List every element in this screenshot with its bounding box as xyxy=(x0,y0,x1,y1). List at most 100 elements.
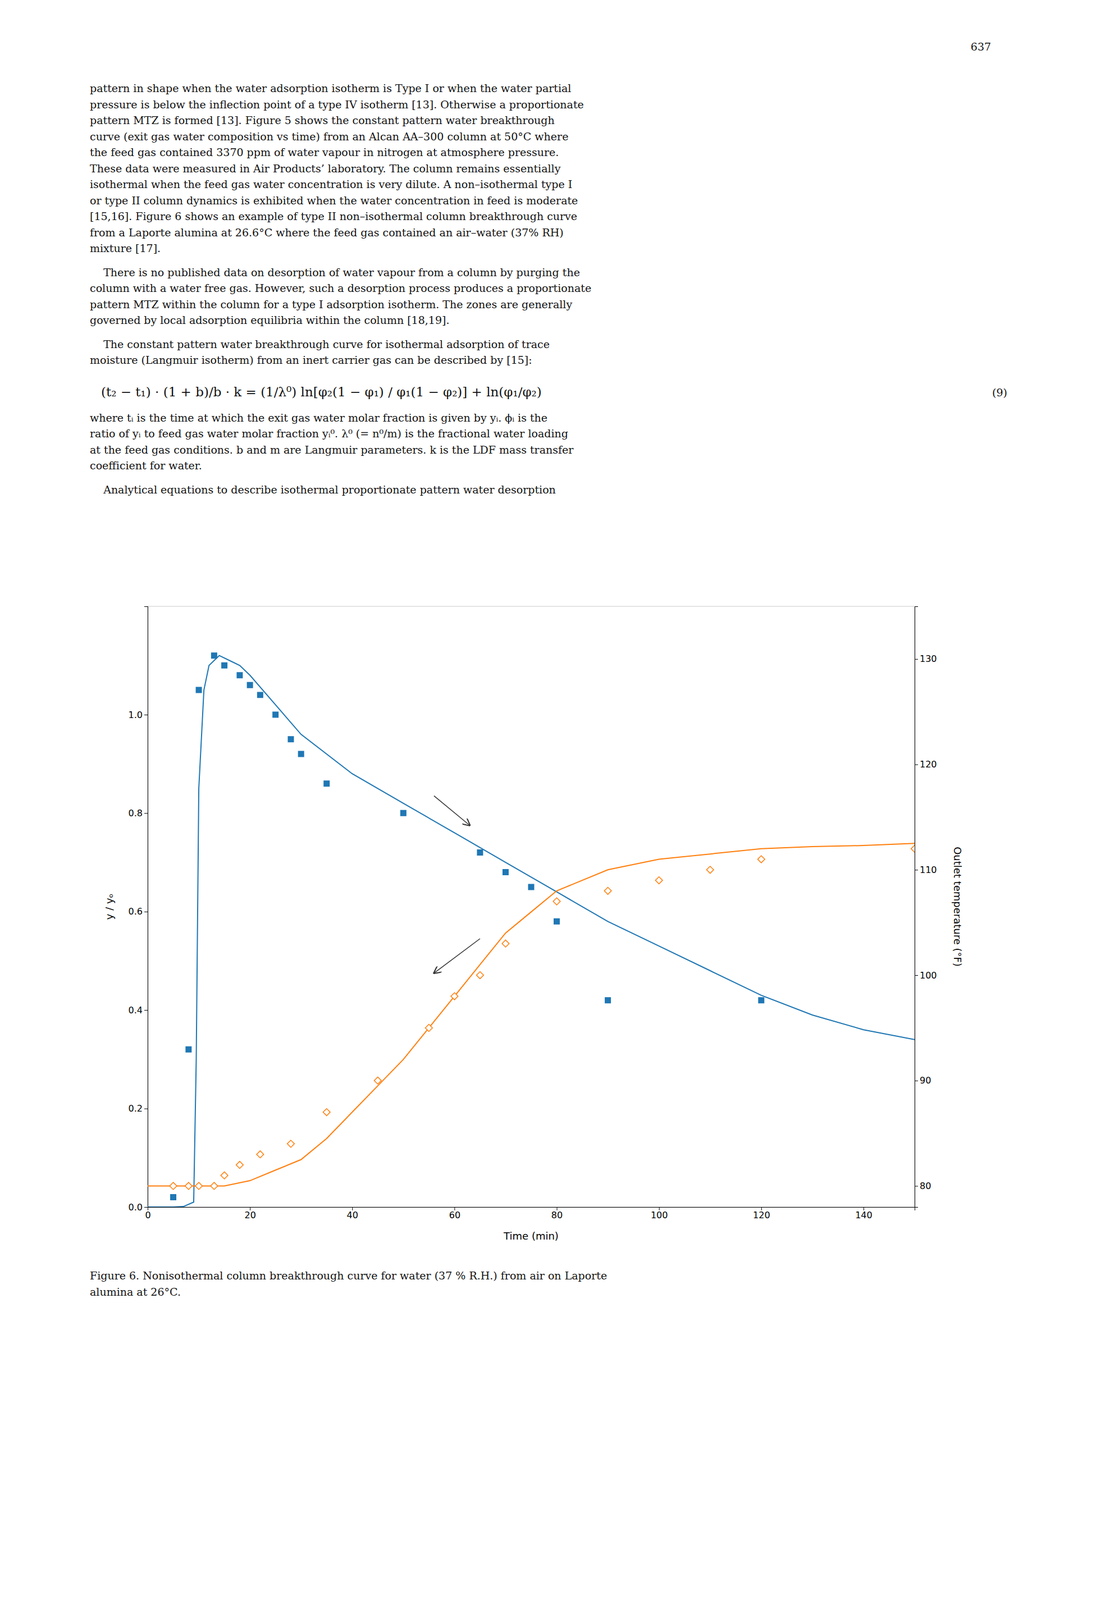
tick-mark xyxy=(914,869,919,871)
tick: 140 xyxy=(855,1207,873,1221)
diamond-marker xyxy=(911,845,915,853)
square-marker xyxy=(288,736,294,742)
tick: 0.6 xyxy=(128,906,148,917)
square-marker xyxy=(185,1047,191,1053)
square-marker xyxy=(170,1194,176,1200)
equation-number: (9) xyxy=(992,386,1008,399)
diamond-marker xyxy=(236,1161,244,1169)
diamond-marker xyxy=(169,1182,177,1190)
paragraph: pattern in shape when the water adsorpti… xyxy=(89,81,584,255)
diamond-marker xyxy=(757,855,765,863)
square-marker xyxy=(477,850,483,856)
tick-mark xyxy=(144,1108,148,1110)
diamond-marker xyxy=(425,1024,433,1032)
tick-label: 0.4 xyxy=(128,1005,143,1016)
tick: 90 xyxy=(914,1075,931,1086)
diamond-marker xyxy=(322,1108,331,1117)
tick: 0.2 xyxy=(128,1103,148,1114)
y2-axis-title: Outlet temperature (°F) xyxy=(951,846,964,967)
tick: 120 xyxy=(752,1207,771,1221)
tick-label: 80 xyxy=(919,1180,931,1192)
equation: (t₂ − t₁) · (1 + b)/b · k = (1/λ⁰) ln[φ₂… xyxy=(101,384,542,400)
y-axis: 0.00.20.40.60.81.0 xyxy=(128,606,149,1213)
tick: 60 xyxy=(449,1207,461,1221)
tick-label: 140 xyxy=(855,1209,873,1221)
square-marker xyxy=(323,781,330,787)
tick-label: 120 xyxy=(919,759,938,770)
diamond-marker xyxy=(195,1182,203,1190)
square-marker xyxy=(211,652,217,659)
axis-line xyxy=(148,1207,916,1212)
tick: 0.0 xyxy=(128,1202,148,1213)
tick-label: 130 xyxy=(919,653,938,665)
diamond-marker xyxy=(450,992,459,1000)
diamond-marker xyxy=(706,866,714,874)
y-axis-title: y / yₒ xyxy=(103,893,116,920)
tick-label: 0.6 xyxy=(128,906,143,917)
tick-label: 0.2 xyxy=(128,1103,143,1114)
tick-mark xyxy=(914,975,919,976)
square-marker xyxy=(247,682,253,688)
paragraph: Analytical equations to describe isother… xyxy=(89,483,556,496)
paragraph: The constant pattern water breakthrough … xyxy=(89,338,550,367)
tick-label: 60 xyxy=(449,1209,461,1221)
diamond-marker xyxy=(210,1182,218,1190)
tick-mark xyxy=(914,659,919,660)
square-marker xyxy=(400,810,406,816)
tick-label: 90 xyxy=(919,1075,931,1086)
tick-mark xyxy=(144,1010,148,1011)
tick: 40 xyxy=(346,1207,359,1221)
axis-line xyxy=(144,606,149,1208)
tick: 0.4 xyxy=(128,1005,148,1016)
tick-mark xyxy=(144,1207,148,1208)
square-marker xyxy=(503,869,509,875)
paragraph: There is no published data on desorption… xyxy=(89,266,592,327)
chart: 0204060801001201400.00.20.40.60.81.08090… xyxy=(103,606,964,1242)
tick: 0.8 xyxy=(128,807,148,819)
x-axis-title: Time (min) xyxy=(503,1230,559,1242)
tick-label: 0 xyxy=(144,1209,151,1221)
tick: 80 xyxy=(551,1207,563,1221)
tick: 80 xyxy=(914,1180,931,1192)
tick: 100 xyxy=(650,1207,669,1221)
tick-mark xyxy=(914,1185,919,1187)
line xyxy=(147,655,915,1208)
diamond-marker xyxy=(220,1171,228,1180)
page: 637 pattern in shape when the water adsor… xyxy=(0,0,1096,1600)
tick-mark xyxy=(144,714,148,716)
tick-label: 20 xyxy=(244,1209,256,1221)
tick-label: 100 xyxy=(650,1209,669,1221)
diamond-marker xyxy=(604,887,612,895)
axis-line xyxy=(915,606,919,1208)
tick: 20 xyxy=(244,1207,256,1221)
diamond-marker xyxy=(476,971,484,980)
tick: 130 xyxy=(914,653,938,665)
square-marker xyxy=(758,997,764,1003)
tick-mark xyxy=(144,911,148,913)
square-marker xyxy=(257,692,263,698)
annotation-arrow xyxy=(434,796,470,826)
chart-title: Figure 6. Nonisothermal column breakthro… xyxy=(89,1269,607,1299)
plot-data xyxy=(147,652,915,1208)
tick-label: 100 xyxy=(919,970,938,981)
tick-mark xyxy=(914,1080,919,1082)
square-marker xyxy=(528,884,534,890)
tick-label: 110 xyxy=(919,864,938,876)
tick-label: 0.0 xyxy=(128,1202,143,1213)
annotation-arrow xyxy=(434,938,481,974)
tick-label: 0.8 xyxy=(128,807,143,819)
tick: 120 xyxy=(914,759,938,770)
tick-label: 40 xyxy=(346,1209,359,1221)
y2-axis: 80 90 100 110 120 130 xyxy=(914,606,938,1208)
page-number: 637 xyxy=(970,40,992,53)
tick: 110 xyxy=(914,864,938,876)
diamond-marker xyxy=(287,1140,295,1148)
tick-mark xyxy=(144,813,148,814)
square-marker xyxy=(605,997,611,1003)
tick-label: 120 xyxy=(752,1209,771,1221)
square-marker xyxy=(195,687,202,693)
plot-frame xyxy=(147,606,915,1208)
diamond-marker xyxy=(185,1182,193,1190)
square-marker xyxy=(272,711,278,718)
tick: 0 xyxy=(144,1207,151,1221)
